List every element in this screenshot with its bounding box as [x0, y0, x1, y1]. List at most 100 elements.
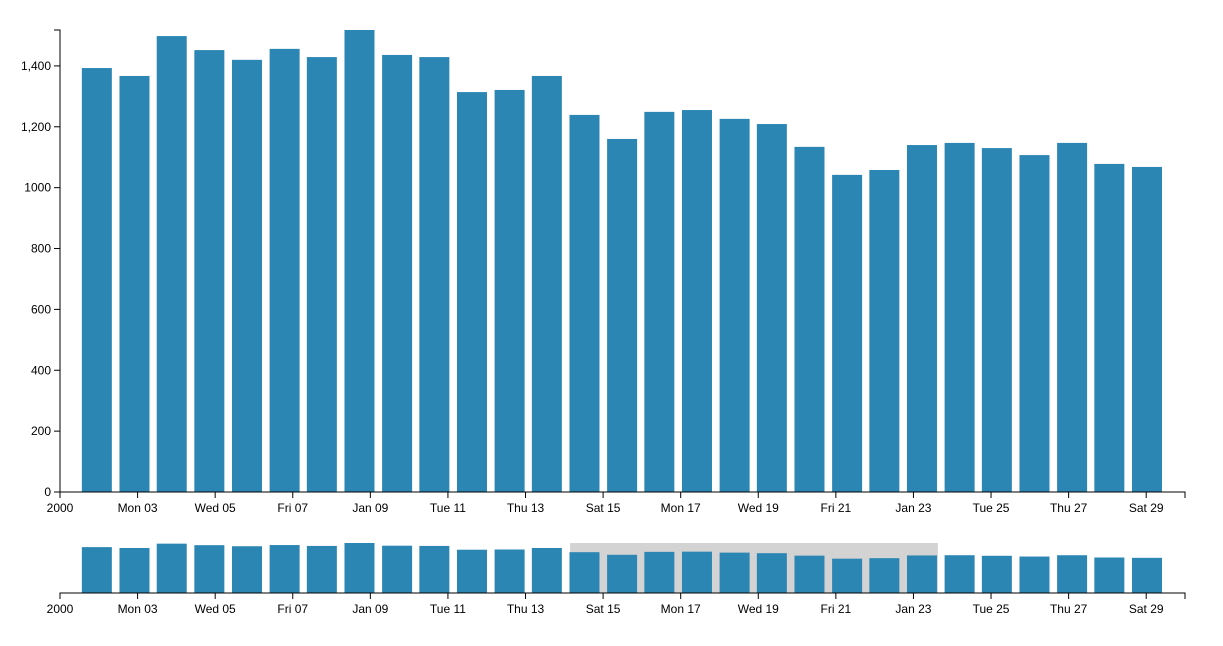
bar	[607, 138, 638, 492]
x-tick-label: Wed 19	[738, 602, 779, 616]
x-tick-label: Sat 29	[1129, 501, 1164, 515]
overview-bar	[456, 549, 487, 593]
overview-bar	[1019, 556, 1050, 593]
bar	[419, 57, 450, 493]
bar	[382, 54, 413, 493]
bar	[306, 57, 337, 493]
overview-bar	[794, 555, 825, 593]
bar	[794, 146, 825, 492]
x-tick-label: Fri 07	[277, 602, 308, 616]
overview-bar	[906, 555, 937, 593]
bar	[906, 145, 937, 493]
x-tick-label: Tue 11	[430, 602, 466, 616]
x-tick-label: Mon 03	[118, 602, 158, 616]
bar	[944, 142, 975, 493]
x-tick-label: Fri 07	[277, 501, 308, 515]
x-tick-label: Jan 23	[895, 501, 931, 515]
x-tick-label: Jan 09	[352, 602, 388, 616]
overview-bar	[344, 543, 375, 593]
bar	[756, 124, 787, 492]
bar	[719, 118, 750, 492]
overview-bar	[1131, 557, 1162, 593]
bar	[569, 114, 600, 493]
x-tick-label: Jan 23	[895, 602, 931, 616]
x-tick-label: Wed 19	[738, 501, 779, 515]
bar	[269, 48, 300, 492]
bar	[1094, 163, 1125, 493]
x-axis	[59, 491, 1186, 498]
x-tick-label: Sat 15	[586, 501, 621, 515]
overview-bar	[644, 551, 675, 593]
overview-bar	[869, 558, 900, 593]
overview-bar	[419, 545, 450, 593]
overview-bar	[306, 545, 337, 593]
y-tick-label: 400	[31, 363, 51, 377]
x-tick-label: Tue 25	[973, 501, 1010, 515]
x-tick-label: Jan 09	[352, 501, 388, 515]
bar	[1131, 166, 1162, 492]
x-tick-label: Fri 21	[821, 501, 852, 515]
y-tick-label: 0	[44, 485, 51, 499]
overview-bar	[1094, 557, 1125, 593]
overview-bar	[382, 545, 413, 593]
overview-bar	[119, 547, 150, 593]
overview-bar	[269, 545, 300, 593]
overview-bar	[719, 552, 750, 593]
x-tick-label: Thu 13	[507, 602, 545, 616]
overview-bar	[681, 551, 712, 593]
bar	[1057, 142, 1088, 493]
x-tick-label: Thu 27	[1050, 501, 1088, 515]
overview-bar	[569, 552, 600, 593]
x-tick-label: 2000	[47, 501, 74, 515]
x-tick-label: Wed 05	[195, 602, 236, 616]
y-tick-label: 600	[31, 302, 51, 316]
bar	[644, 111, 675, 492]
x-tick-label: 2000	[47, 602, 74, 616]
overview-x-axis	[59, 592, 1186, 599]
bar	[494, 89, 525, 493]
bar	[456, 92, 487, 492]
y-tick-label: 1000	[24, 181, 51, 195]
y-tick-label: 1,200	[21, 120, 51, 134]
bar	[832, 174, 863, 492]
overview-bar	[607, 554, 638, 593]
y-tick-label: 1,400	[21, 59, 51, 73]
x-tick-label: Thu 27	[1050, 602, 1088, 616]
x-tick-label: Mon 17	[661, 501, 701, 515]
overview-bar	[944, 555, 975, 593]
x-tick-label: Thu 13	[507, 501, 545, 515]
overview-bar	[832, 558, 863, 593]
x-tick-label: Mon 03	[118, 501, 158, 515]
y-tick-label: 800	[31, 242, 51, 256]
x-tick-label: Wed 05	[195, 501, 236, 515]
x-tick-label: Tue 11	[430, 501, 466, 515]
bar	[681, 110, 712, 492]
bar	[344, 30, 375, 492]
bar	[81, 68, 112, 492]
y-axis	[54, 29, 61, 493]
x-tick-label: Tue 25	[973, 602, 1010, 616]
bar	[869, 170, 900, 492]
overview-bar	[81, 547, 112, 593]
bar	[231, 59, 262, 493]
bar	[194, 50, 225, 493]
bar	[156, 36, 187, 493]
bar	[981, 148, 1012, 492]
x-tick-label: Mon 17	[661, 602, 701, 616]
overview-bar	[494, 549, 525, 593]
x-tick-label: Sat 29	[1129, 602, 1164, 616]
x-tick-label: Sat 15	[586, 602, 621, 616]
overview-bar	[194, 545, 225, 593]
bar	[119, 75, 150, 493]
overview-bar	[756, 553, 787, 593]
overview-bar	[1057, 555, 1088, 593]
overview-bar	[156, 543, 187, 593]
overview-bar	[231, 546, 262, 593]
bar	[531, 75, 562, 493]
x-tick-label: Fri 21	[821, 602, 852, 616]
y-tick-label: 200	[31, 424, 51, 438]
overview-bar	[531, 547, 562, 593]
bar	[1019, 155, 1050, 492]
overview-bar	[981, 555, 1012, 593]
